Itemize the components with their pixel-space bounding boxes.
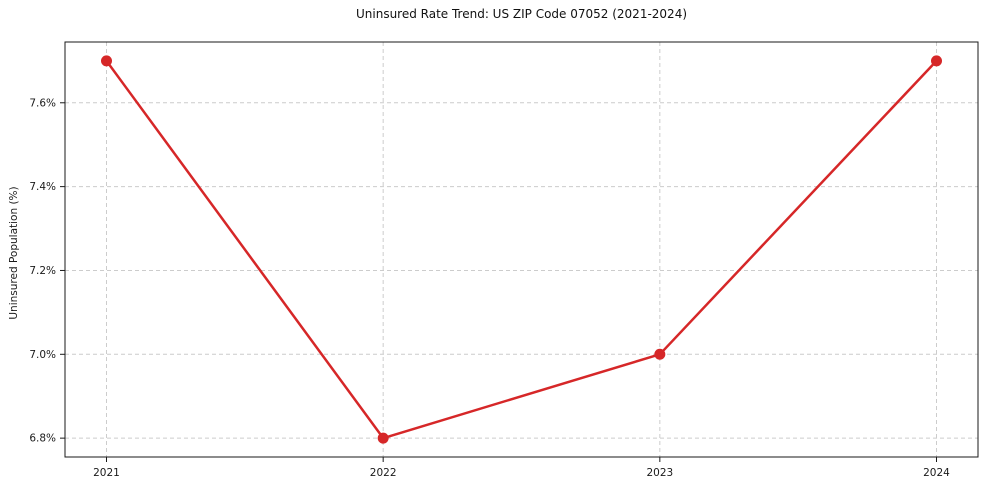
x-tick-label: 2021	[93, 467, 120, 479]
data-point-2021	[101, 55, 112, 67]
y-tick-label: 7.2%	[29, 265, 56, 277]
plot-border	[64, 41, 979, 458]
x-tick-label: 2024	[923, 467, 950, 479]
y-tick-label: 7.0%	[29, 349, 56, 361]
y-tick-label: 7.6%	[29, 97, 56, 109]
chart-title: Uninsured Rate Trend: US ZIP Code 07052 …	[355, 7, 688, 21]
trend-line	[105, 59, 938, 440]
y-tick-label: 6.8%	[29, 433, 56, 445]
data-point-2022	[377, 432, 389, 444]
data-point-2023	[654, 348, 666, 360]
x-tick-label: 2022	[370, 467, 397, 479]
x-tick-label: 2023	[646, 467, 673, 479]
y-tick-label: 7.4%	[29, 181, 56, 193]
data-point-2024	[931, 55, 942, 67]
